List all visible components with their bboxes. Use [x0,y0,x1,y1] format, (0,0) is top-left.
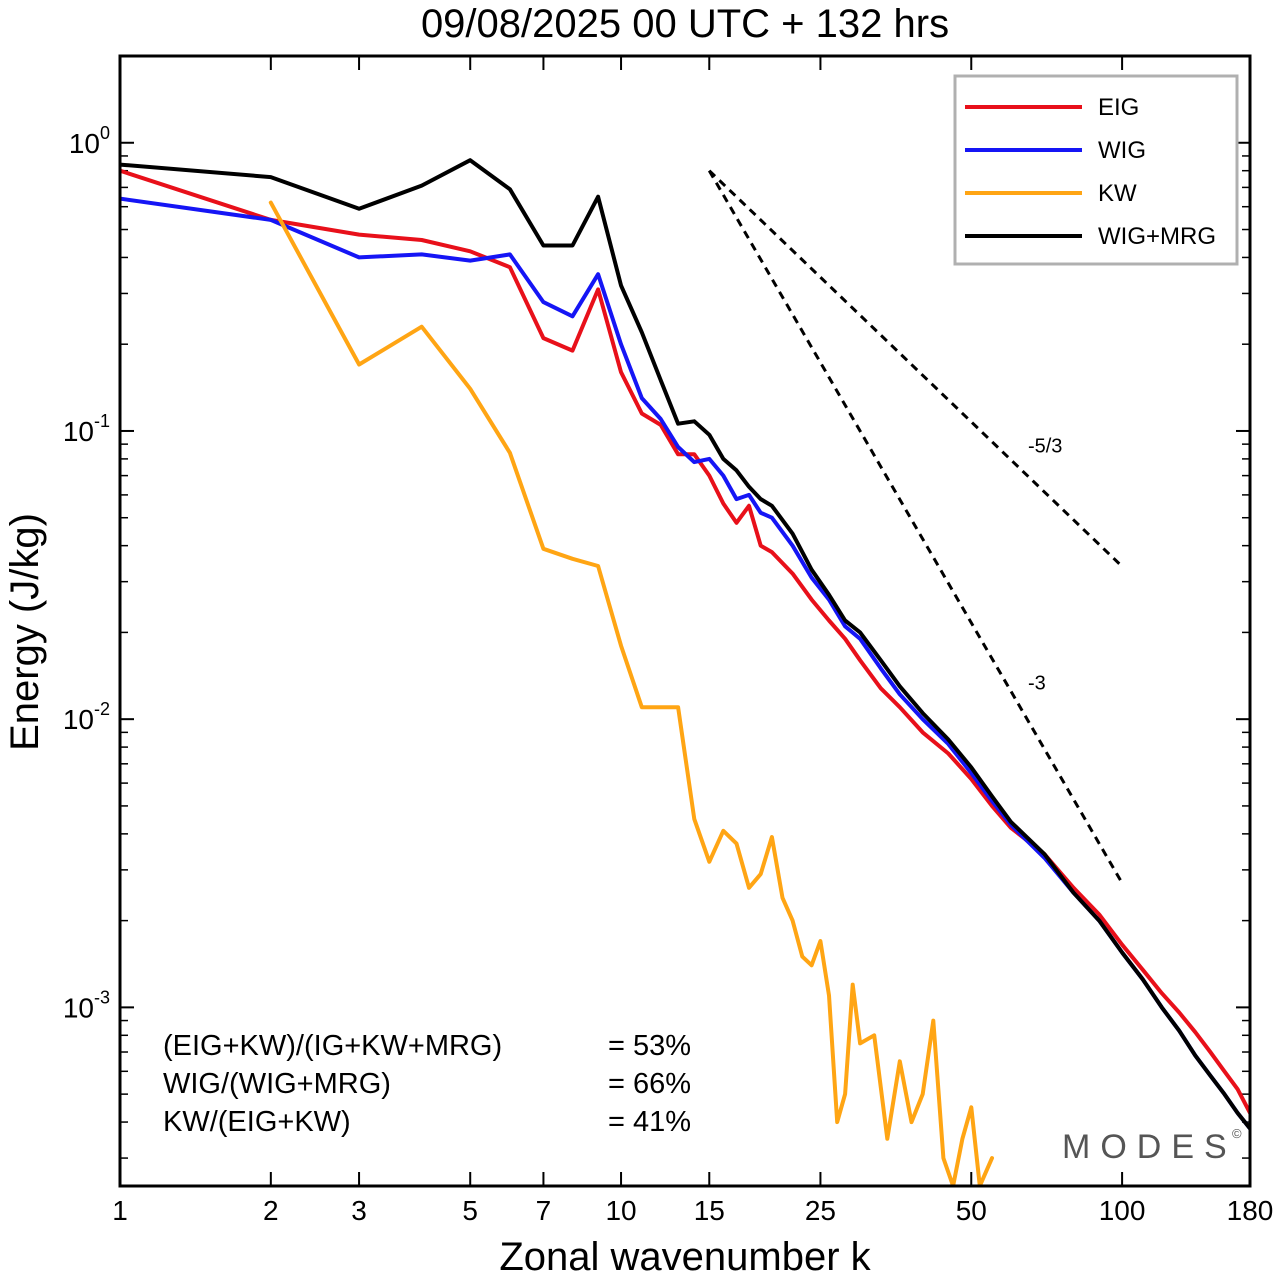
x-tick-label: 1 [112,1195,128,1226]
x-tick-label: 15 [694,1195,725,1226]
legend-label: WIG [1098,137,1146,164]
x-tick-label: 10 [605,1195,636,1226]
reference-slope-label: -5/3 [1028,436,1062,458]
legend-label: KW [1098,180,1137,207]
x-tick-label: 5 [462,1195,478,1226]
series-layer [120,158,1250,1186]
x-tick-label: 2 [263,1195,279,1226]
x-tick-label: 3 [351,1195,367,1226]
ratio-value: = 53% [608,1030,691,1062]
x-tick-label: 7 [536,1195,552,1226]
energy-ratio-annotations: (EIG+KW)/(IG+KW+MRG) = 53% WIG/(WIG+MRG) = … [163,1030,691,1138]
plot-frame [118,54,1252,1188]
series-line-kw [268,200,994,1186]
y-axis-label: Energy (J/kg) [3,513,47,751]
series-line-eig [120,168,1250,1115]
ratio-value: = 66% [608,1068,691,1100]
x-tick-label: 180 [1227,1195,1274,1226]
modes-brand: MODES [1062,1128,1237,1166]
y-axis-label-group: Energy (J/kg) [3,513,47,751]
x-tick-label: 100 [1099,1195,1146,1226]
series-line-wig-mrg [120,158,1250,1131]
y-tick-label: 100 [69,123,110,159]
legend-label: WIG+MRG [1098,223,1216,250]
chart-title: 09/08/2025 00 UTC + 132 hrs [421,2,949,46]
reference-slope-label: -3 [1028,672,1046,694]
reference-slope-line [707,169,1124,884]
reference-slope-line [708,169,1124,568]
y-tick-label: 10-3 [63,987,110,1023]
legend: EIG WIG KW WIG+MRG [953,74,1239,266]
x-axis-label: Zonal wavenumber k [499,1235,871,1279]
reference-slopes: -5/3 -3 [707,169,1124,884]
legend-label: EIG [1098,94,1139,121]
ratio-label: (EIG+KW)/(IG+KW+MRG) [163,1030,502,1062]
ratio-value: = 41% [608,1106,691,1138]
copyright-mark: © [1232,1126,1242,1141]
y-tick-label: 10-1 [63,411,110,447]
y-tick-label: 10-2 [63,699,110,735]
x-tick-label: 25 [805,1195,836,1226]
ratio-label: KW/(EIG+KW) [163,1106,351,1138]
x-tick-label: 50 [956,1195,987,1226]
ratio-label: WIG/(WIG+MRG) [163,1068,391,1100]
